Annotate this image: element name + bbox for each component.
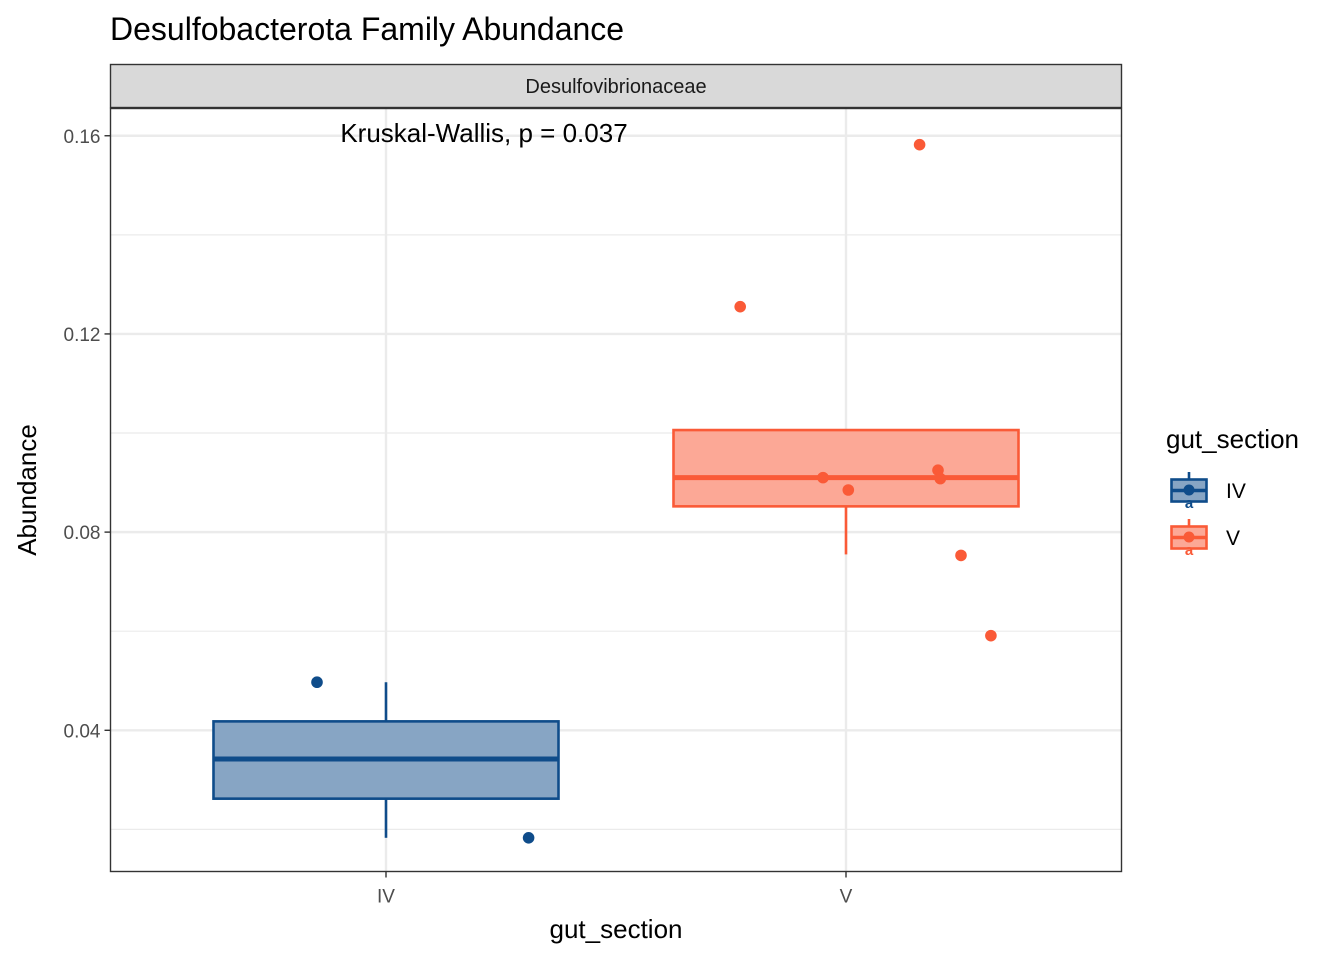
y-tick-label: 0.04 <box>64 721 101 742</box>
legend-label: IV <box>1226 480 1246 503</box>
boxplot-IV <box>212 682 560 838</box>
y-tick-label: 0.12 <box>64 325 101 346</box>
legend-point <box>1183 484 1195 496</box>
data-point <box>817 471 829 484</box>
plot-panel: Kruskal-Wallis, p = 0.037 <box>109 107 1123 873</box>
chart-title: Desulfobacterota Family Abundance <box>110 11 624 47</box>
facet-label: Desulfovibrionaceae <box>525 76 706 98</box>
kruskal-wallis-annotation: Kruskal-Wallis, p = 0.037 <box>340 118 627 148</box>
boxplots <box>212 428 1020 838</box>
data-point <box>985 629 997 642</box>
facet-strip: Desulfovibrionaceae <box>109 63 1123 109</box>
data-point <box>311 676 323 689</box>
y-axis: 0.04 0.08 0.12 0.16 <box>64 127 111 742</box>
y-tick-label: 0.08 <box>64 523 101 544</box>
legend-key-letter: a <box>1185 542 1194 559</box>
x-tick-label: V <box>840 887 853 908</box>
data-point <box>522 832 535 844</box>
x-axis: IV V <box>377 871 853 908</box>
data-point <box>842 484 855 496</box>
legend-label: V <box>1226 527 1240 550</box>
x-tick-label: IV <box>377 887 395 908</box>
legend-title: gut_section <box>1166 424 1299 454</box>
x-axis-title: gut_section <box>550 914 683 944</box>
legend-point <box>1183 531 1195 543</box>
data-point <box>913 138 926 151</box>
y-tick-label: 0.16 <box>64 127 101 148</box>
data-point <box>934 472 947 485</box>
data-point <box>955 549 967 562</box>
data-point <box>734 300 746 313</box>
y-axis-title: Abundance <box>12 424 42 556</box>
data-points <box>311 138 997 844</box>
legend-key-IV: a IV <box>1170 472 1246 512</box>
legend-key-V: aV <box>1170 519 1240 559</box>
legend-key-letter: a <box>1185 495 1194 512</box>
